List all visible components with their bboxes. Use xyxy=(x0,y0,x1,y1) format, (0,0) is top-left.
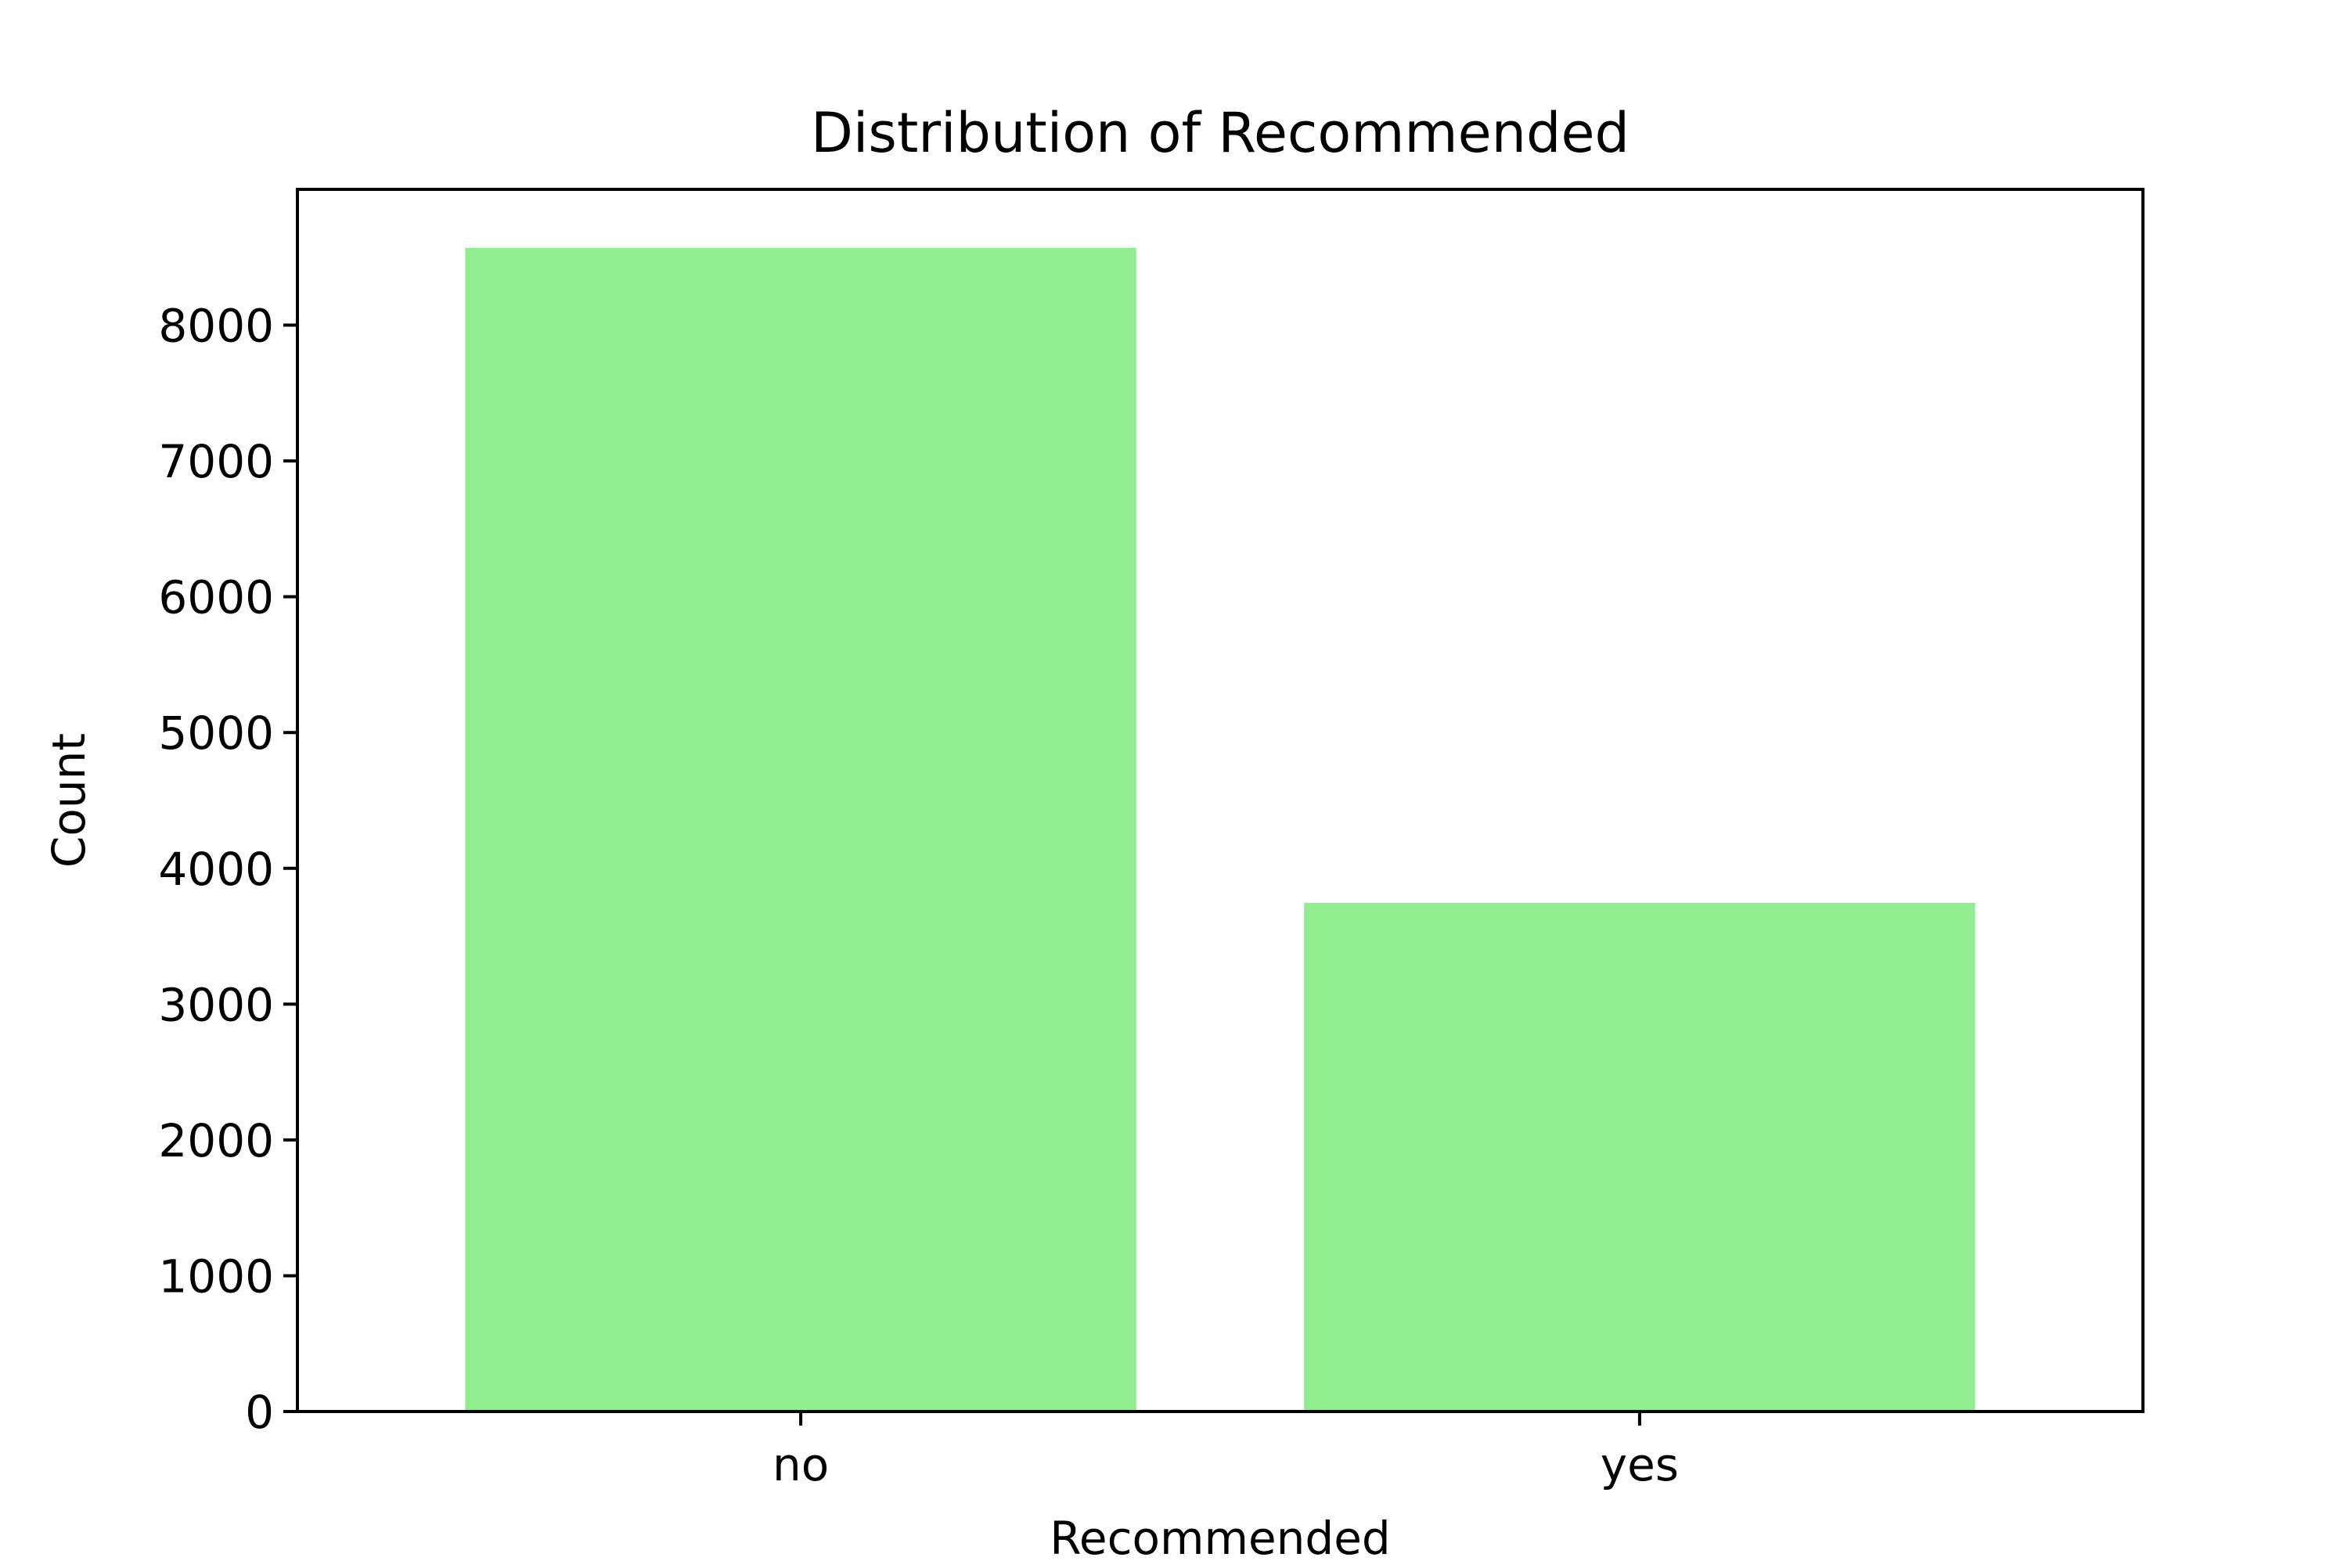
y-tick-label: 5000 xyxy=(158,707,274,760)
y-axis: 0 1000 2000 3000 4000 5000 6000 7000 8000 xyxy=(158,300,297,1439)
y-tick-label: 8000 xyxy=(158,300,274,353)
y-tick-label: 3000 xyxy=(158,978,274,1031)
x-tick-label: no xyxy=(772,1438,829,1491)
y-axis-label: Count xyxy=(42,733,95,868)
y-tick-label: 4000 xyxy=(158,843,274,896)
bar-yes xyxy=(1304,903,1975,1412)
chart-title: Distribution of Recommended xyxy=(811,101,1630,165)
x-tick-label: yes xyxy=(1601,1438,1679,1491)
bars-layer xyxy=(465,247,1975,1412)
bar-no xyxy=(465,247,1136,1412)
y-tick-label: 1000 xyxy=(158,1250,274,1303)
plot-frame xyxy=(296,188,2145,1413)
x-axis: no yes xyxy=(772,1412,1679,1491)
y-tick-label: 7000 xyxy=(158,435,274,488)
y-tick-label: 0 xyxy=(245,1386,274,1439)
x-axis-label: Recommended xyxy=(1050,1512,1391,1565)
y-tick-label: 6000 xyxy=(158,571,274,624)
y-tick-label: 2000 xyxy=(158,1114,274,1167)
